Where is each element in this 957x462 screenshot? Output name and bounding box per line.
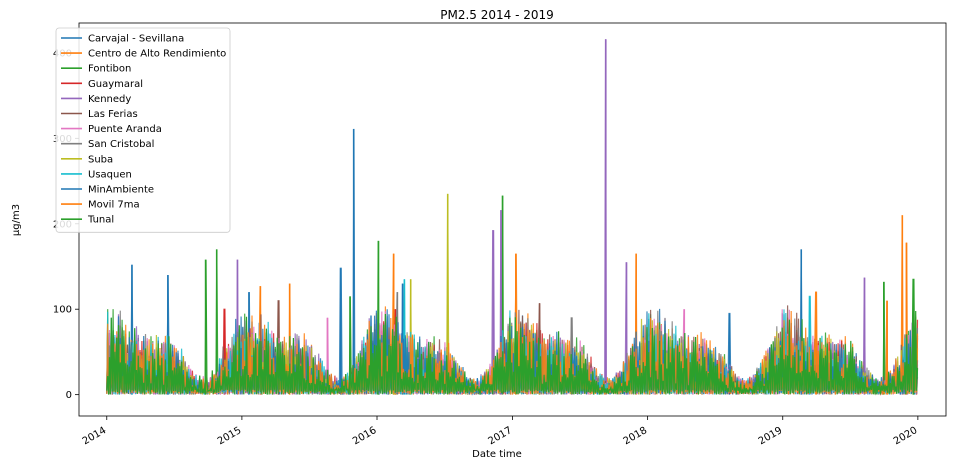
x-tick-label: 2017 [486,425,514,447]
series-line [106,259,919,396]
y-tick-label: 0 [66,390,72,401]
x-tick-label: 2019 [757,425,785,447]
legend-label: Fontibon [88,64,131,75]
legend-label: Movil 7ma [88,200,140,211]
x-tick-label: 2014 [81,425,109,447]
legend-label: Carvajal - Sevillana [88,34,184,45]
legend-label: Usaquen [88,169,132,180]
x-axis-label: Date time [472,449,522,460]
legend-label: Tunal [87,215,114,226]
legend-label: Puente Aranda [88,124,162,135]
legend-label: San Cristobal [88,139,154,150]
legend-label: Guaymaral [88,79,143,90]
y-tick-label: 100 [53,305,72,316]
y-axis-label: µg/m3 [11,204,22,236]
x-tick-label: 2018 [622,425,650,447]
chart-title: PM2.5 2014 - 2019 [440,8,554,22]
x-axis: 2014 2015 2016 2017 2018 2019 2020 [81,416,920,447]
legend-label: Las Ferias [88,109,138,120]
series-layer [106,39,919,396]
x-tick-label: 2020 [892,425,920,447]
legend-label: Centro de Alto Rendimiento [88,49,226,60]
series-12 [106,259,919,396]
legend-label: Kennedy [88,94,131,105]
x-tick-label: 2016 [351,425,379,447]
legend: Carvajal - Sevillana Centro de Alto Rendi… [55,27,231,233]
x-tick-label: 2015 [216,425,244,447]
legend-label: Suba [88,154,113,165]
legend-box [55,27,231,233]
legend-label: MinAmbiente [88,185,154,196]
